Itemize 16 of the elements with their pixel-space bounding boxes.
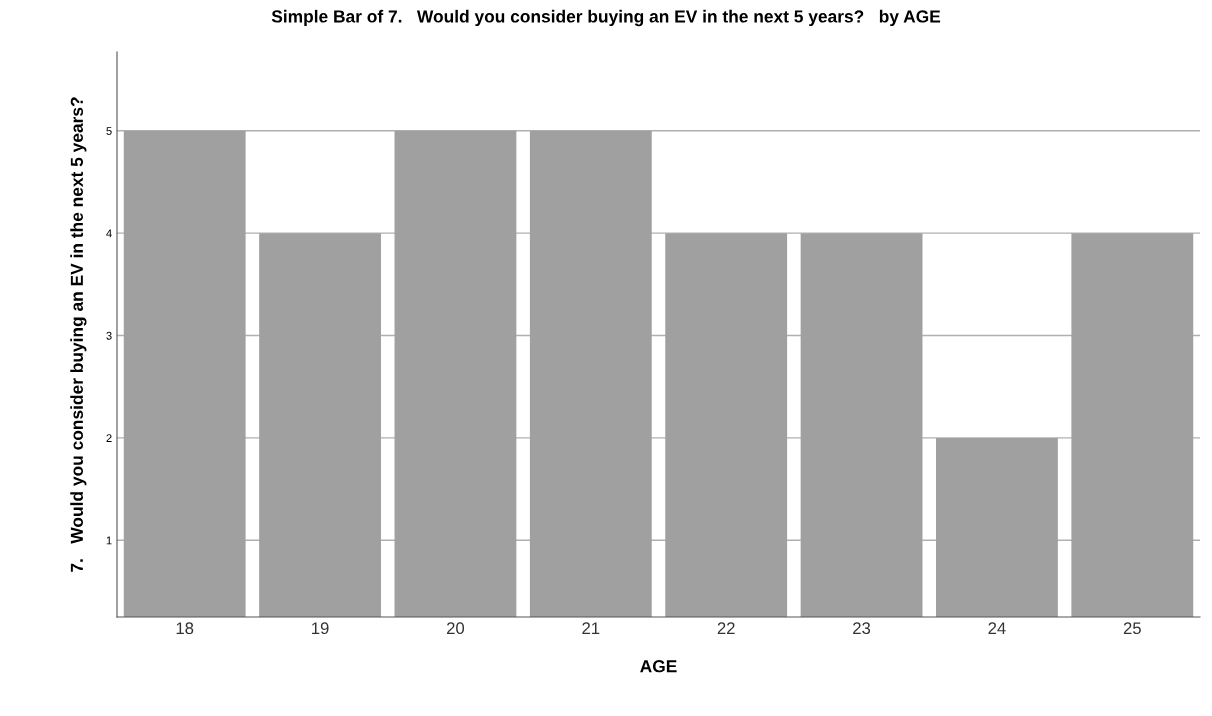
chart-title: Simple Bar of 7. Would you consider buying an EV in the next 5 years? by AGE bbox=[271, 9, 941, 27]
y-tick-label: 3 bbox=[106, 331, 112, 340]
x-tick-label: 22 bbox=[717, 622, 735, 634]
x-tick-label: 23 bbox=[853, 622, 871, 635]
y-tick-label: 5 bbox=[106, 127, 112, 135]
y-tick-label: 2 bbox=[106, 434, 112, 442]
x-tick-label: 20 bbox=[447, 622, 465, 635]
y-tick-label: 4 bbox=[106, 229, 112, 238]
x-tick-label: 18 bbox=[176, 622, 194, 635]
x-tick-label: 19 bbox=[312, 622, 329, 635]
y-tick-label: 1 bbox=[106, 536, 112, 545]
x-tick-label: 24 bbox=[988, 622, 1006, 634]
x-tick-label: 25 bbox=[1123, 622, 1141, 635]
y-axis-title: 7. Would you consider buying an EV in the next 5 years? bbox=[70, 97, 87, 572]
x-tick-label: 21 bbox=[582, 622, 600, 634]
x-axis-title: AGE bbox=[640, 660, 677, 673]
